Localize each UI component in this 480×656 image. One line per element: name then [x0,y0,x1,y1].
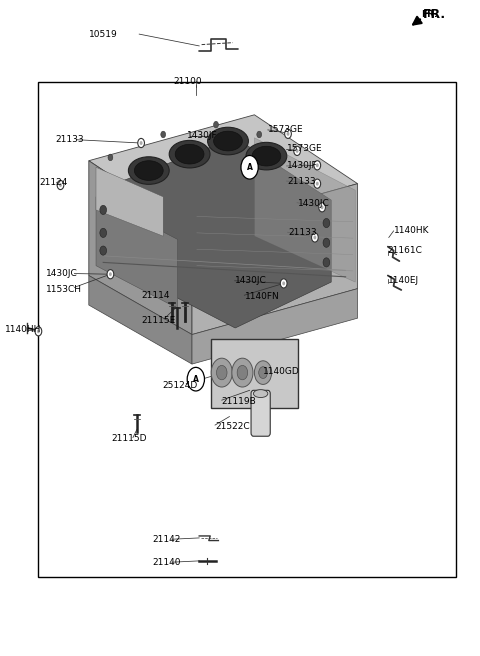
Circle shape [216,365,227,380]
FancyBboxPatch shape [251,390,270,436]
Ellipse shape [129,157,169,184]
Polygon shape [89,276,192,364]
FancyBboxPatch shape [211,339,298,408]
Circle shape [316,163,319,167]
Circle shape [282,281,285,285]
Circle shape [107,270,114,279]
Text: 21114: 21114 [142,291,170,300]
Ellipse shape [134,161,163,180]
Text: 1573GE: 1573GE [287,144,323,154]
Polygon shape [254,138,355,282]
Circle shape [296,149,299,153]
Text: 1140GD: 1140GD [263,367,300,377]
Circle shape [100,205,107,215]
Circle shape [214,121,218,128]
Circle shape [108,154,113,161]
Text: 1153CH: 1153CH [46,285,82,295]
Text: 21124: 21124 [39,178,68,187]
Text: 21133: 21133 [287,176,316,186]
Circle shape [314,161,321,170]
Polygon shape [115,138,331,328]
Circle shape [319,203,325,212]
Circle shape [57,180,64,190]
Text: 1430JC: 1430JC [298,199,329,208]
Text: FR.: FR. [423,8,446,21]
Bar [38,82,456,577]
Circle shape [100,228,107,237]
Text: 21161C: 21161C [388,246,423,255]
Circle shape [323,218,330,228]
Polygon shape [89,161,192,335]
Circle shape [109,272,112,276]
Text: 21115D: 21115D [111,434,147,443]
Polygon shape [89,115,358,230]
Text: 21100: 21100 [173,77,202,86]
Text: 21115E: 21115E [142,316,176,325]
Polygon shape [96,197,178,308]
Text: 21142: 21142 [153,535,181,544]
Circle shape [37,329,40,333]
Circle shape [257,131,262,138]
Text: 1140EJ: 1140EJ [388,276,419,285]
Circle shape [259,367,267,379]
Circle shape [187,367,204,391]
Circle shape [312,233,318,242]
Circle shape [35,327,42,336]
Text: 21119B: 21119B [222,397,256,406]
Circle shape [323,238,330,247]
Ellipse shape [253,390,268,398]
Circle shape [294,146,300,155]
Circle shape [138,138,144,148]
Text: 21140: 21140 [153,558,181,567]
Circle shape [316,182,319,186]
Circle shape [140,141,143,145]
Circle shape [100,246,107,255]
Circle shape [59,183,62,187]
Circle shape [287,132,289,136]
Ellipse shape [214,131,242,151]
Text: 25124D: 25124D [162,380,197,390]
Text: 1430JF: 1430JF [287,161,318,170]
Circle shape [285,129,291,138]
Ellipse shape [207,127,249,155]
Text: 1573GE: 1573GE [268,125,303,134]
Ellipse shape [169,140,210,168]
Circle shape [321,205,324,209]
Text: 21133: 21133 [55,135,84,144]
Circle shape [161,131,166,138]
Circle shape [254,361,272,384]
Text: FR.: FR. [421,10,438,19]
Text: 1430JC: 1430JC [235,276,267,285]
Text: 1140HH: 1140HH [5,325,41,335]
Text: 1140FN: 1140FN [245,292,279,301]
Polygon shape [96,167,163,236]
Ellipse shape [246,142,287,170]
Circle shape [232,358,253,387]
Text: A: A [193,375,199,384]
Circle shape [323,258,330,267]
Text: A: A [247,163,252,172]
Polygon shape [192,289,358,364]
Text: 1430JF: 1430JF [187,131,218,140]
Circle shape [211,358,232,387]
Circle shape [313,236,316,239]
Ellipse shape [252,146,281,166]
Circle shape [280,279,287,288]
Text: 21522C: 21522C [215,422,250,431]
Circle shape [237,365,248,380]
Text: 21133: 21133 [288,228,317,237]
Circle shape [241,155,258,179]
Text: 10519: 10519 [89,30,118,39]
Polygon shape [192,184,358,335]
Circle shape [314,179,321,188]
Text: 1430JC: 1430JC [46,269,77,278]
Text: 1140HK: 1140HK [394,226,429,236]
Ellipse shape [175,144,204,164]
